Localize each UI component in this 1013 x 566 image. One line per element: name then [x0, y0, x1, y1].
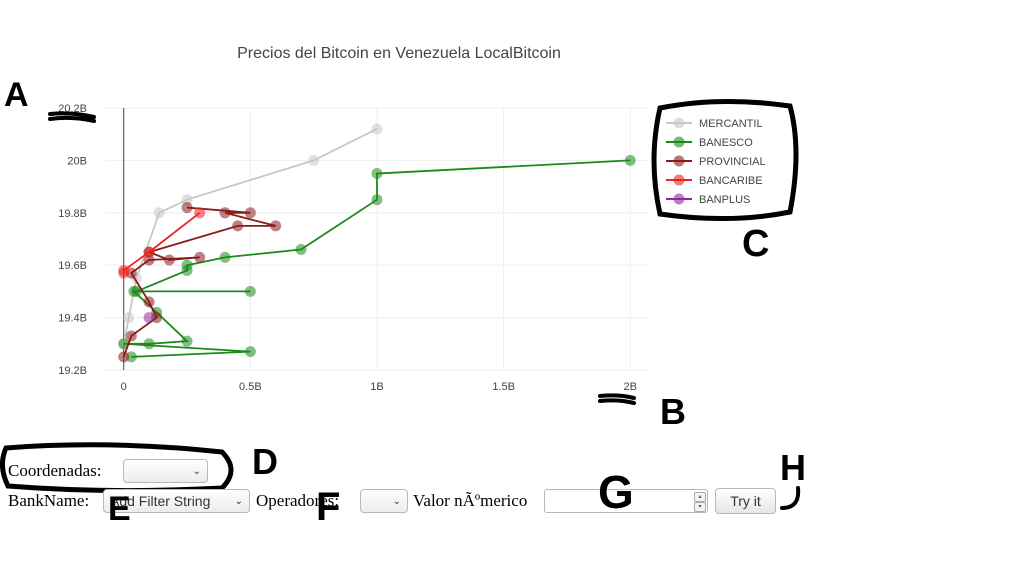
chart-title: Precios del Bitcoin en Venezuela LocalBi… [237, 45, 561, 62]
data-point[interactable] [244, 346, 256, 358]
legend-label: PROVINCIAL [699, 156, 766, 168]
data-point[interactable] [163, 254, 175, 266]
bankname-select[interactable]: Add Filter String ⌄ [103, 489, 250, 513]
bankname-select-value: Add Filter String [110, 493, 211, 509]
data-point[interactable] [181, 264, 193, 276]
data-point[interactable] [232, 220, 244, 232]
annotation-d: D [252, 441, 278, 480]
data-point[interactable] [125, 330, 137, 342]
series-line [122, 206, 276, 358]
data-point[interactable] [118, 351, 130, 363]
legend-marker [673, 136, 685, 148]
data-point[interactable] [143, 312, 155, 324]
try-it-label: Try it [730, 493, 761, 509]
x-tick-label: 0 [121, 381, 127, 393]
legend-label: BANPLUS [699, 194, 750, 206]
data-point[interactable] [371, 168, 383, 179]
legend-item-provincial[interactable]: PROVINCIAL [666, 155, 766, 169]
data-point[interactable] [153, 207, 165, 219]
legend: MERCANTIL BANESCO PROVINCIAL BANCARIBE BANPL… [666, 117, 766, 207]
y-tick-label: 19.8B [58, 208, 87, 220]
series-line [123, 159, 631, 358]
series-banesco [118, 154, 636, 363]
data-point[interactable] [371, 194, 383, 206]
legend-label: BANESCO [699, 137, 753, 149]
valor-number-input[interactable]: ▴ ▾ [544, 489, 708, 513]
bankname-label: BankName: [8, 491, 90, 510]
legend-marker [673, 155, 685, 167]
annotation-c: C [742, 223, 769, 265]
coordenadas-label: Coordenadas: [8, 461, 102, 480]
number-spinner[interactable]: ▴ ▾ [694, 492, 706, 512]
data-point[interactable] [194, 207, 206, 219]
spin-up-icon[interactable]: ▴ [694, 492, 706, 502]
legend-marker [673, 193, 685, 205]
x-tick-label: 1.5B [492, 381, 515, 393]
data-point[interactable] [125, 351, 137, 363]
legend-item-bancaribe[interactable]: BANCARIBE [666, 174, 763, 188]
chevron-down-icon: ⌄ [392, 495, 401, 507]
legend-item-banesco[interactable]: BANESCO [666, 136, 753, 150]
chevron-down-icon: ⌄ [192, 465, 201, 477]
operadores-label: Operadores: [256, 491, 340, 510]
y-tick-label: 20B [67, 155, 87, 167]
grid-lines [106, 107, 648, 371]
data-point[interactable] [181, 335, 193, 347]
y-tick-label: 19.6B [58, 260, 87, 272]
svg-text:H: H [780, 448, 806, 488]
annotation-mark-y-max [48, 111, 96, 123]
annotation-a: A [4, 76, 29, 114]
legend-item-banplus[interactable]: BANPLUS [666, 193, 750, 207]
data-point[interactable] [371, 123, 383, 135]
plot-series [118, 123, 636, 363]
svg-text:D: D [252, 441, 278, 480]
legend-marker [673, 117, 685, 129]
data-point[interactable] [118, 267, 130, 279]
data-point[interactable] [295, 243, 307, 255]
series-bancaribe [118, 207, 206, 279]
legend-label: MERCANTIL [699, 118, 763, 130]
legend-label: BANCARIBE [699, 175, 763, 187]
data-point[interactable] [244, 207, 256, 219]
data-point[interactable] [219, 251, 231, 263]
data-point[interactable] [181, 194, 193, 206]
annotation-h: H [780, 448, 806, 510]
series-provincial [118, 202, 282, 363]
series-banplus [143, 312, 155, 324]
operadores-select[interactable]: ⌄ [360, 489, 408, 513]
legend-item-mercantil[interactable]: MERCANTIL [666, 117, 763, 131]
data-point[interactable] [123, 312, 135, 324]
bitcoin-price-chart: Precios del Bitcoin en Venezuela LocalBi… [4, 45, 799, 432]
annotation-mark-x-max [598, 393, 636, 405]
x-tick-label: 2B [624, 381, 637, 393]
handwritten-annotations: A B C [4, 76, 799, 432]
try-it-button[interactable]: Try it [715, 488, 776, 514]
data-point[interactable] [624, 154, 636, 166]
data-point[interactable] [181, 202, 193, 214]
data-point[interactable] [143, 246, 155, 258]
data-point[interactable] [244, 285, 256, 297]
legend-marker [673, 174, 685, 186]
data-point[interactable] [128, 285, 140, 297]
annotation-legend-circle [651, 98, 799, 222]
data-point[interactable] [143, 254, 155, 266]
data-point[interactable] [118, 338, 130, 350]
spin-down-icon[interactable]: ▾ [694, 502, 706, 512]
y-tick-label: 19.2B [58, 365, 87, 377]
y-tick-label: 19.4B [58, 313, 87, 325]
data-point[interactable] [194, 251, 206, 263]
data-point[interactable] [143, 338, 155, 350]
valor-label: Valor nÃºmerico [413, 491, 528, 510]
data-point[interactable] [270, 220, 282, 232]
chevron-down-icon: ⌄ [234, 495, 243, 507]
annotation-b: B [660, 391, 686, 432]
x-tick-label: 0.5B [239, 381, 262, 393]
data-point[interactable] [151, 312, 163, 324]
data-point[interactable] [308, 154, 320, 166]
x-tick-label: 1B [370, 381, 383, 393]
coordenadas-select[interactable]: ⌄ [123, 459, 208, 483]
data-point[interactable] [143, 296, 155, 308]
data-point[interactable] [219, 207, 231, 219]
